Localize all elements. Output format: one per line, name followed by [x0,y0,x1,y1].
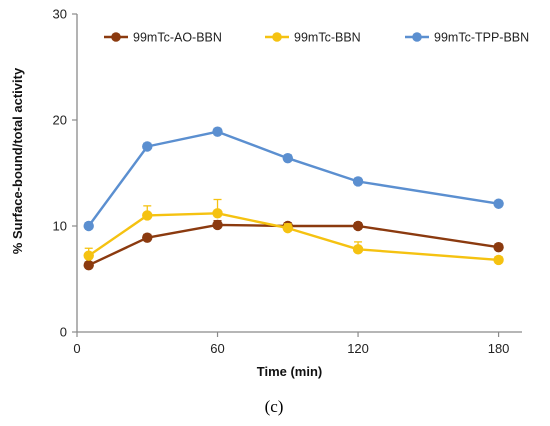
ticks: 0 10 20 30 0 60 120 180 [53,7,510,357]
legend-item-3: 99mTc-TPP-BBN [405,31,529,45]
x-axis-title: Time (min) [257,364,323,379]
data-point [83,260,94,271]
data-point [83,220,94,232]
data-point [142,210,153,221]
legend-marker [272,32,282,42]
series-1 [83,219,504,271]
y-tick-label: 20 [53,113,67,128]
data-point [212,126,223,137]
series-line [88,212,499,262]
legend-label: 99mTc-AO-BBN [133,31,222,45]
data-point [493,198,504,209]
data-point [212,208,223,219]
data-point [493,254,504,266]
legend-marker [412,32,422,42]
panel-label: (c) [265,397,284,416]
y-tick-label: 10 [53,219,67,234]
data-point [352,176,364,187]
y-tick-label: 30 [53,7,67,22]
legend-item-1: 99mTc-AO-BBN [104,31,222,45]
legend: 99mTc-AO-BBN 99mTc-BBN 99mTc-TPP-BBN [104,31,529,45]
y-axis-title: % Surface-bound/total activity [10,67,25,254]
data-point [83,250,94,261]
axes [76,14,522,333]
x-tick-label: 0 [73,341,80,356]
data-point [142,141,153,152]
legend-label: 99mTc-TPP-BBN [434,31,529,45]
legend-item-2: 99mTc-BBN [265,31,361,45]
data-point [352,244,364,255]
y-tick-label: 0 [60,325,67,340]
data-point [282,222,293,234]
legend-label: 99mTc-BBN [294,31,361,45]
data-point [212,219,223,231]
data-point [352,220,364,232]
series-line [88,223,499,267]
data-point [493,242,504,253]
series-line [87,130,499,227]
data-point [282,152,293,164]
x-tick-label: 120 [347,341,369,356]
series-layer [83,126,504,271]
x-tick-label: 180 [488,341,510,356]
data-point [142,232,153,243]
x-tick-label: 60 [210,341,224,356]
legend-marker [111,32,121,42]
series-3 [83,126,504,232]
series-2 [83,198,504,266]
